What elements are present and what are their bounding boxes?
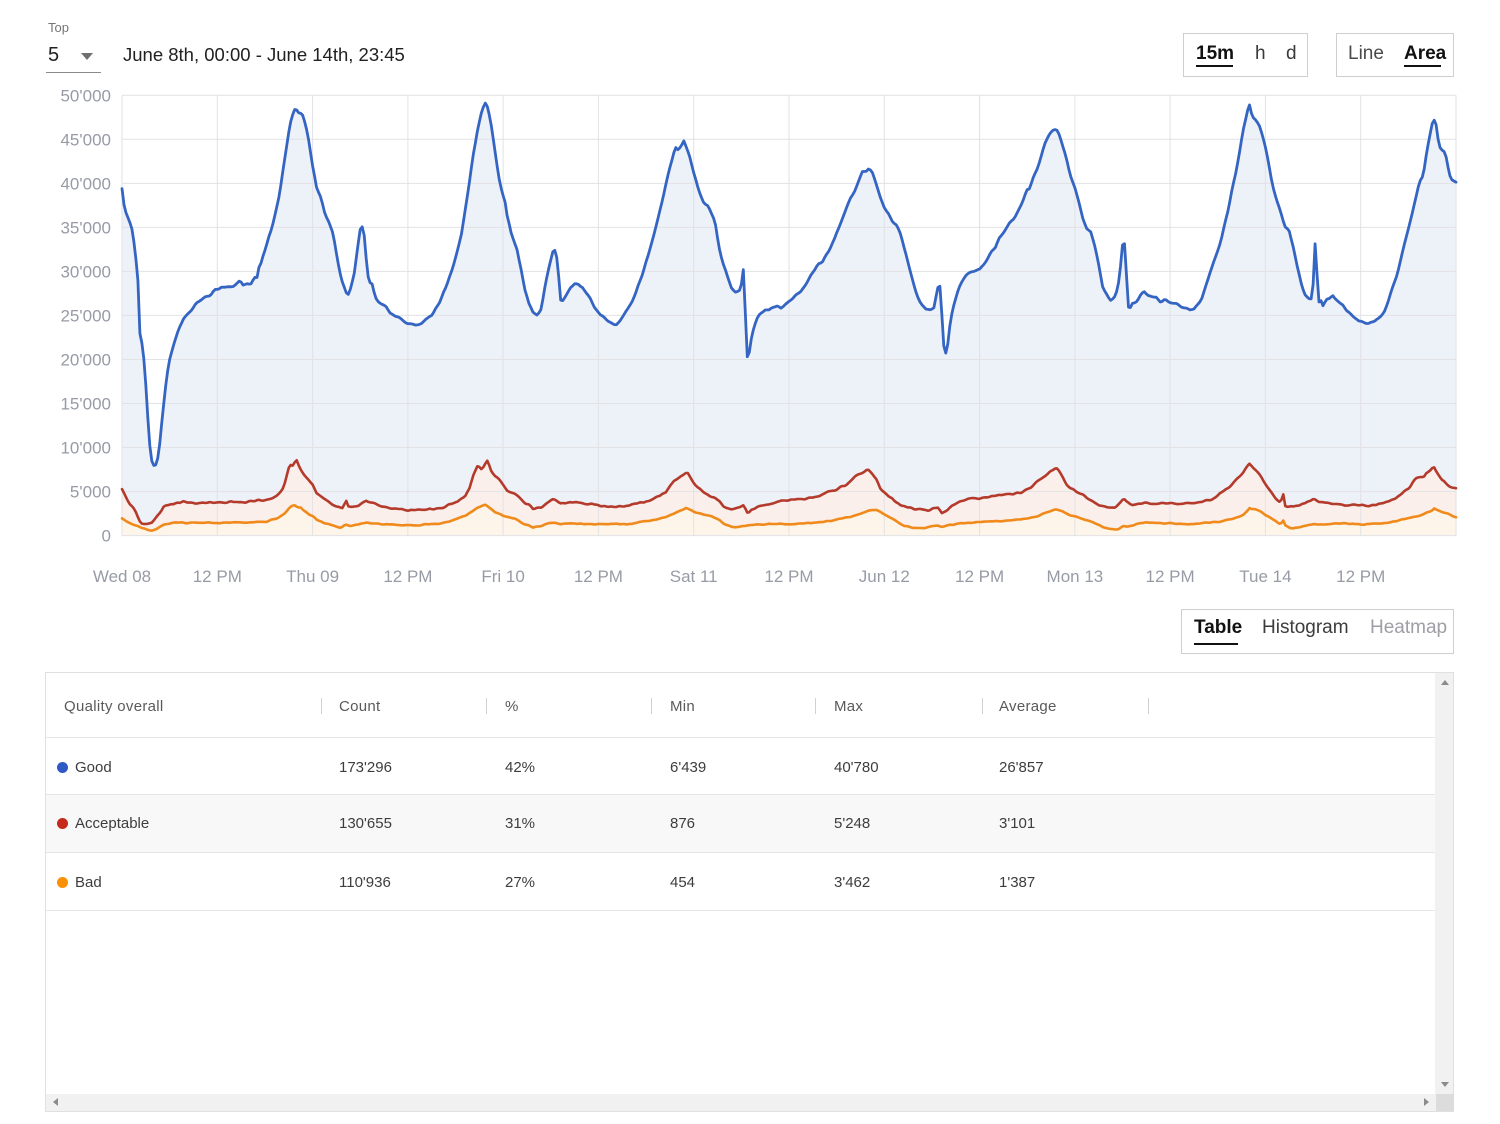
svg-text:20'000: 20'000: [60, 351, 111, 370]
svg-text:Sat 11: Sat 11: [670, 567, 718, 586]
svg-text:30'000: 30'000: [60, 262, 111, 281]
svg-text:15'000: 15'000: [60, 395, 111, 414]
svg-text:Jun 12: Jun 12: [859, 567, 910, 586]
svg-text:Thu 09: Thu 09: [286, 567, 339, 586]
svg-text:12 PM: 12 PM: [955, 567, 1004, 586]
svg-text:12 PM: 12 PM: [193, 567, 242, 586]
svg-text:Tue 14: Tue 14: [1239, 567, 1291, 586]
svg-text:12 PM: 12 PM: [1336, 567, 1385, 586]
svg-text:5'000: 5'000: [70, 483, 111, 502]
svg-text:10'000: 10'000: [60, 439, 111, 458]
svg-text:12 PM: 12 PM: [574, 567, 623, 586]
svg-text:Fri 10: Fri 10: [481, 567, 524, 586]
svg-text:50'000: 50'000: [60, 86, 111, 105]
svg-text:45'000: 45'000: [60, 130, 111, 149]
svg-text:12 PM: 12 PM: [383, 567, 432, 586]
svg-text:Mon 13: Mon 13: [1047, 567, 1104, 586]
svg-text:0: 0: [102, 527, 111, 546]
svg-text:35'000: 35'000: [60, 218, 111, 237]
svg-text:12 PM: 12 PM: [764, 567, 813, 586]
svg-text:12 PM: 12 PM: [1146, 567, 1195, 586]
svg-text:40'000: 40'000: [60, 174, 111, 193]
svg-text:25'000: 25'000: [60, 306, 111, 325]
svg-text:Wed 08: Wed 08: [93, 567, 151, 586]
